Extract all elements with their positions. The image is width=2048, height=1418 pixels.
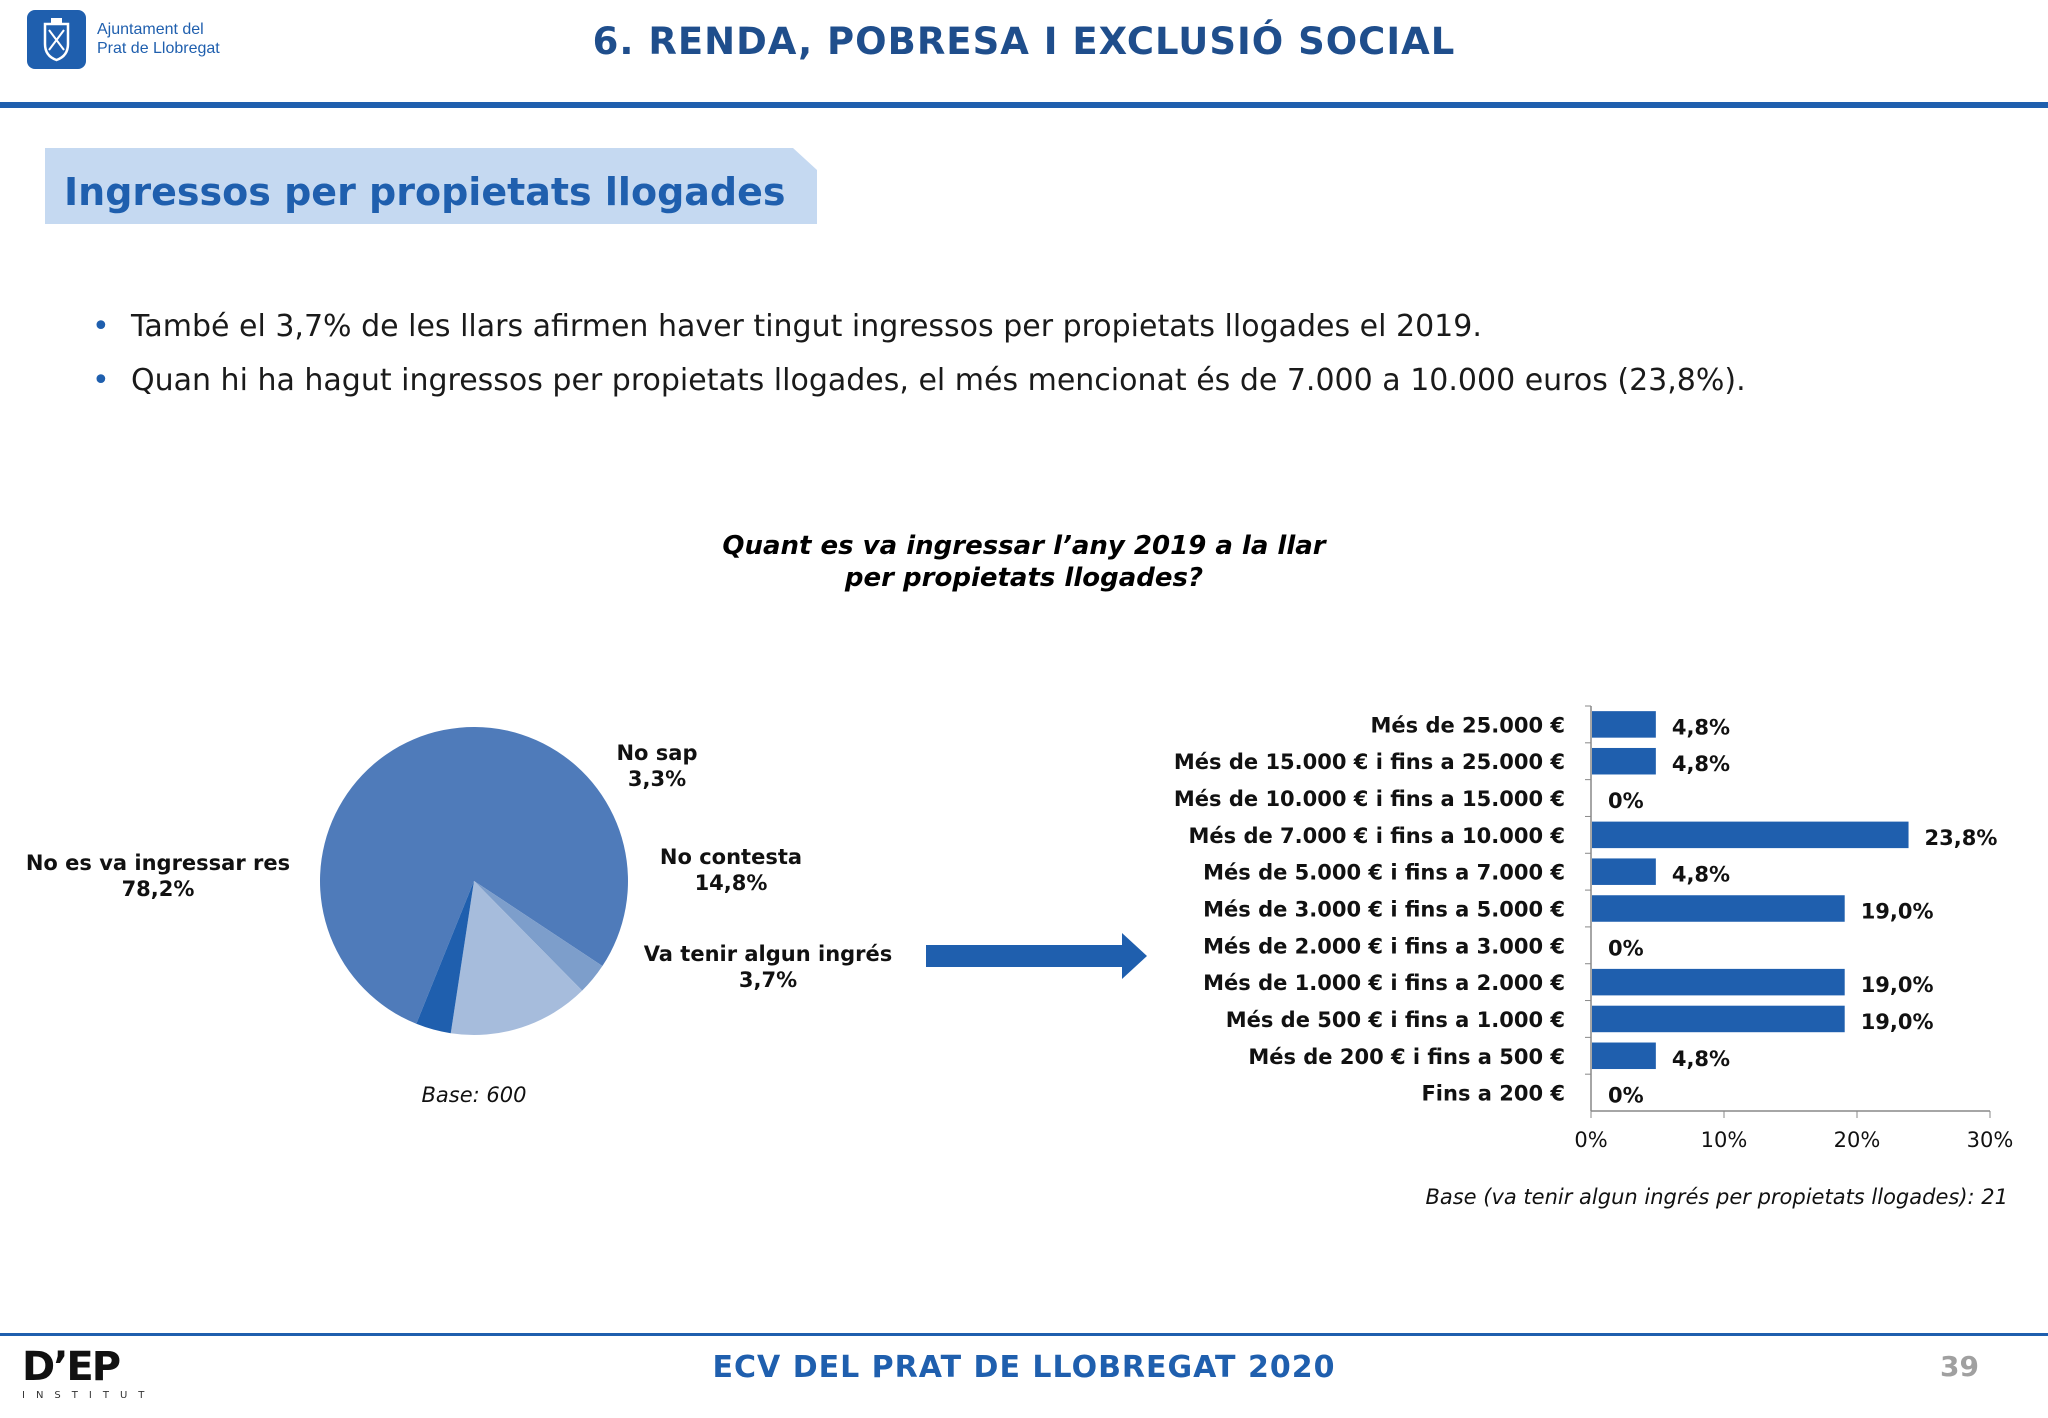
- pie-base-note: Base: 600: [422, 1083, 527, 1107]
- chart-title-line2: per propietats llogades?: [844, 563, 1204, 593]
- bar-chart: Més de 25.000 € 4,8% Més de 15.000 € i fin…: [1174, 705, 2014, 1209]
- bullet-text: També el 3,7% de les llars afirmen haver…: [131, 309, 1482, 344]
- bar-value-label: 0%: [1608, 1084, 1644, 1108]
- slide-title: 6. RENDA, POBRESA I EXCLUSIÓ SOCIAL: [592, 20, 1456, 63]
- page-number: 39: [1940, 1350, 1979, 1383]
- bullet-text: Quan hi ha hagut ingressos per propietat…: [131, 363, 1746, 398]
- category-label: Més de 5.000 € i fins a 7.000 €: [1203, 861, 1565, 885]
- pie-slice-label: No es va ingressar res: [26, 851, 290, 875]
- pie-slice-label: No contesta: [660, 845, 802, 869]
- x-tick-label: 20%: [1834, 1128, 1881, 1152]
- pie-slice-label: Va tenir algun ingrés: [644, 942, 893, 966]
- bar-value-label: 23,8%: [1925, 826, 1998, 850]
- pie-slice: [416, 881, 474, 1034]
- dep-logo: D’EP: [22, 1344, 121, 1390]
- pie-slice-value: 3,7%: [739, 968, 797, 992]
- pie-slice-label: No sap: [616, 741, 697, 765]
- bullet-icon: •: [92, 363, 110, 398]
- bullet-item: • També el 3,7% de les llars afirmen have…: [90, 300, 1990, 354]
- bullet-item: • Quan hi ha hagut ingressos per propieta…: [90, 354, 1990, 408]
- header-divider: [0, 102, 2048, 108]
- category-label: Més de 25.000 €: [1371, 713, 1566, 737]
- bar-value-label: 4,8%: [1672, 752, 1730, 776]
- x-tick-label: 0%: [1574, 1128, 1607, 1152]
- category-label: Més de 200 € i fins a 500 €: [1248, 1045, 1565, 1069]
- bar: [1592, 821, 1909, 849]
- bar: [1592, 711, 1656, 738]
- municipality-name: Ajuntament del Prat de Llobregat: [97, 20, 257, 58]
- bar-value-label: 0%: [1608, 936, 1644, 960]
- category-label: Més de 500 € i fins a 1.000 €: [1226, 1008, 1565, 1032]
- bar-base-note: Base (va tenir algun ingrés per propieta…: [1425, 1185, 2008, 1209]
- bar-value-label: 19,0%: [1861, 900, 1934, 924]
- section-title: Ingressos per propietats llogades: [64, 170, 786, 214]
- bullet-icon: •: [92, 309, 110, 344]
- bar-value-label: 0%: [1608, 789, 1644, 813]
- category-label: Més de 1.000 € i fins a 2.000 €: [1203, 971, 1565, 995]
- bar-value-label: 19,0%: [1861, 973, 1934, 997]
- x-tick-label: 10%: [1701, 1128, 1748, 1152]
- municipality-line1: Ajuntament del: [97, 21, 204, 38]
- municipality-line2: Prat de Llobregat: [97, 40, 220, 57]
- bullet-list: • També el 3,7% de les llars afirmen have…: [90, 300, 1990, 408]
- bar-value-label: 4,8%: [1672, 1047, 1730, 1071]
- x-tick-label: 30%: [1967, 1128, 2014, 1152]
- bar: [1592, 1042, 1656, 1070]
- municipality-logo-icon: [27, 10, 86, 69]
- footer-divider: [0, 1333, 2048, 1336]
- pie-slice-value: 3,3%: [628, 767, 686, 791]
- bar: [1592, 968, 1845, 996]
- category-label: Més de 7.000 € i fins a 10.000 €: [1189, 824, 1565, 848]
- dep-logo-subtitle: INSTITUT: [22, 1390, 156, 1401]
- pie-slice: [450, 881, 583, 1036]
- bar: [1592, 895, 1845, 922]
- bar: [1592, 858, 1656, 885]
- bar-value-label: 4,8%: [1672, 715, 1730, 739]
- category-label: Més de 10.000 € i fins a 15.000 €: [1174, 787, 1565, 811]
- chart-title-line1: Quant es va ingressar l’any 2019 a la ll…: [722, 531, 1326, 561]
- pie-slice: [474, 881, 603, 991]
- category-label: Més de 3.000 € i fins a 5.000 €: [1203, 898, 1565, 922]
- footer-title: ECV DEL PRAT DE LLOBREGAT 2020: [712, 1350, 1336, 1385]
- bar: [1592, 747, 1656, 775]
- category-label: Més de 2.000 € i fins a 3.000 €: [1203, 934, 1565, 958]
- section-banner: [45, 148, 817, 224]
- category-label: Fins a 200 €: [1421, 1082, 1565, 1106]
- category-label: Més de 15.000 € i fins a 25.000 €: [1174, 750, 1565, 774]
- pie-slice: [319, 727, 628, 1024]
- arrow-icon: [926, 933, 1147, 979]
- chart-title: Quant es va ingressar l’any 2019 a la ll…: [560, 530, 1488, 594]
- bar: [1592, 1005, 1845, 1033]
- bar-value-label: 19,0%: [1861, 1010, 1934, 1034]
- pie-slice-value: 14,8%: [695, 871, 768, 895]
- pie-slice-value: 78,2%: [122, 877, 195, 901]
- bar-value-label: 4,8%: [1672, 863, 1730, 887]
